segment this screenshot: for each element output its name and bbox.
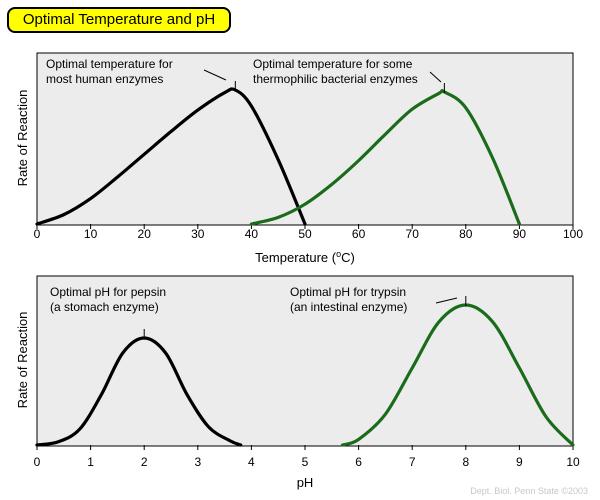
x-tick-label: 90 — [513, 227, 527, 241]
y-axis-label: Rate of Reaction — [15, 90, 30, 187]
annotation-text: Optimal pH for trypsin (an intestinal enz… — [290, 285, 407, 314]
x-tick-label: 10 — [84, 227, 98, 241]
x-tick-label: 8 — [462, 455, 469, 469]
x-tick-label: 10 — [566, 455, 580, 469]
series-line-2 — [249, 89, 521, 226]
x-tick-label: 60 — [352, 227, 366, 241]
annotation-leader — [429, 71, 442, 83]
x-tick-label: 30 — [191, 227, 205, 241]
annotation-text: Optimal temperature for some thermophilic… — [253, 57, 418, 86]
x-axis-label: pH — [297, 475, 314, 490]
x-tick-label: 50 — [298, 227, 312, 241]
ph-panel: 0 1 2 3 4 5 6 7 8 9 10 pH Rate of Reaction Optimal pH… — [15, 275, 580, 490]
x-tick-label: 4 — [248, 455, 255, 469]
x-tick-label: 6 — [355, 455, 362, 469]
annotation-leader — [203, 69, 227, 81]
annotation-text: Optimal pH for pepsin (a stomach enzyme) — [50, 285, 166, 314]
x-tick-label: 20 — [138, 227, 152, 241]
annotation-text: Optimal temperature for most human enzyme… — [46, 57, 173, 86]
y-axis-label: Rate of Reaction — [15, 312, 30, 409]
temperature-panel: 0 10 20 30 40 50 60 70 80 90 100 Temperature (oC) Ra… — [15, 52, 583, 265]
x-tick-label: 1 — [87, 455, 94, 469]
series-line-2 — [340, 303, 575, 447]
x-tick-label: 0 — [34, 455, 41, 469]
x-axis-label: Temperature (oC) — [255, 249, 355, 265]
x-tick-label: 100 — [563, 227, 583, 241]
x-tick-label: 2 — [141, 455, 148, 469]
x-tick-label: 0 — [34, 227, 41, 241]
x-tick-label: 70 — [406, 227, 420, 241]
x-tick-label: 5 — [302, 455, 309, 469]
annotation-leader — [435, 297, 458, 304]
plot-area — [36, 275, 574, 447]
chart-title: Optimal Temperature and pH — [7, 7, 231, 33]
x-tick-label: 40 — [245, 227, 259, 241]
x-tick-label: 3 — [194, 455, 201, 469]
x-tick-label: 9 — [516, 455, 523, 469]
series-line-1 — [35, 87, 307, 226]
credit-text: Dept. Biol. Penn State ©2003 — [470, 486, 588, 496]
x-tick-label: 80 — [459, 227, 473, 241]
x-tick-label: 7 — [409, 455, 416, 469]
